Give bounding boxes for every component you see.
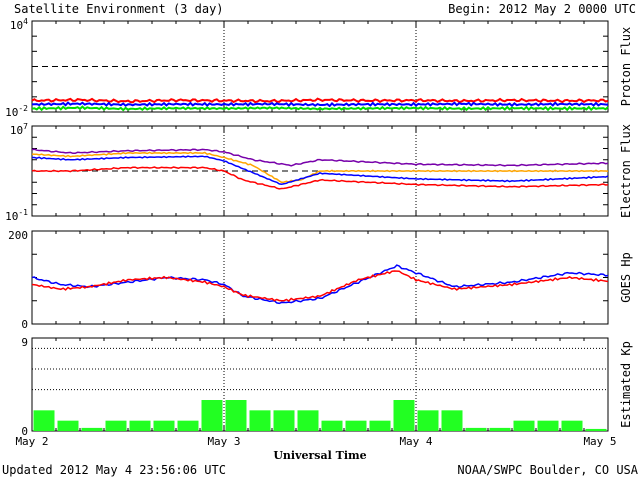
kp-bar	[249, 410, 271, 431]
series-line	[32, 155, 609, 185]
kp-bar	[393, 400, 415, 431]
y-axis-label: Estimated Kp	[619, 341, 633, 428]
begin-date: Begin: 2012 May 2 0000 UTC	[448, 2, 636, 16]
y-tick-label: 200	[8, 229, 28, 242]
kp-bar	[201, 400, 223, 431]
kp-bar	[369, 420, 391, 431]
series-line	[31, 264, 609, 305]
series-line	[31, 101, 609, 108]
y-tick-label: 104	[10, 17, 28, 32]
y-tick-label: 10-1	[5, 208, 28, 223]
kp-bar	[585, 428, 607, 431]
kp-bar	[561, 420, 583, 431]
panel-4: Estimated Kp 9 0	[21, 336, 633, 438]
kp-bar	[57, 420, 79, 431]
x-tick-label: May 5	[583, 435, 616, 448]
y-axis-label: Proton Flux	[619, 27, 633, 106]
y-tick-label: 0	[21, 425, 28, 438]
kp-bar	[345, 420, 367, 431]
source-credit: NOAA/SWPC Boulder, CO USA	[457, 463, 638, 477]
x-axis: May 2 May 3 May 4 May 5 Universal Time	[15, 435, 616, 462]
kp-bar	[273, 410, 295, 431]
y-tick-label: 9	[21, 336, 28, 349]
x-tick-label: May 2	[15, 435, 48, 448]
y-tick-label: 107	[10, 122, 28, 137]
series-line	[31, 166, 609, 190]
y-tick-label: 10-2	[5, 104, 28, 119]
kp-bar	[297, 410, 319, 431]
updated-timestamp: Updated 2012 May 4 23:56:06 UTC	[2, 463, 226, 477]
y-axis-label: Electron Flux	[619, 124, 633, 218]
kp-bar	[441, 410, 463, 431]
panel-3: GOES Hp 200 0	[8, 229, 633, 331]
kp-bar	[417, 410, 439, 431]
chart-title: Satellite Environment (3 day)	[14, 2, 224, 16]
kp-bar	[105, 420, 127, 431]
panel-1: Proton Flux	[31, 20, 633, 113]
x-tick-label: May 4	[399, 435, 432, 448]
kp-bar	[321, 420, 343, 431]
panel-frame	[31, 337, 609, 432]
series-line	[31, 148, 609, 167]
kp-bar	[489, 427, 511, 431]
panel-frame	[31, 230, 609, 325]
kp-bar	[225, 400, 247, 431]
panels: Proton Flux 104 10-2 Electron Flux 107 10-1 GO…	[5, 17, 633, 438]
panel-2: Electron Flux	[31, 124, 633, 218]
y-tick-label: 0	[21, 318, 28, 331]
x-axis-label: Universal Time	[273, 449, 366, 462]
kp-bar	[81, 427, 103, 431]
series-line	[31, 105, 609, 112]
kp-bar	[153, 420, 175, 431]
kp-bar	[513, 420, 535, 431]
series-line	[31, 97, 609, 104]
kp-bar	[537, 420, 559, 431]
y-axis-label: GOES Hp	[619, 252, 633, 303]
kp-bar	[129, 420, 151, 431]
kp-bar	[465, 427, 487, 431]
kp-bar	[177, 420, 199, 431]
x-tick-label: May 3	[207, 435, 240, 448]
kp-bar	[33, 410, 55, 431]
series-line	[31, 270, 609, 302]
series-line	[31, 151, 609, 184]
